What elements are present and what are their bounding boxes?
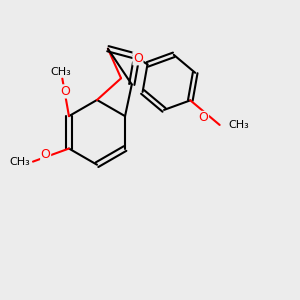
- Text: O: O: [133, 52, 143, 65]
- Text: CH₃: CH₃: [50, 67, 71, 77]
- Text: CH₃: CH₃: [229, 120, 249, 130]
- Text: O: O: [41, 148, 51, 161]
- Text: CH₃: CH₃: [9, 157, 30, 166]
- Text: O: O: [199, 111, 208, 124]
- Text: O: O: [61, 85, 70, 98]
